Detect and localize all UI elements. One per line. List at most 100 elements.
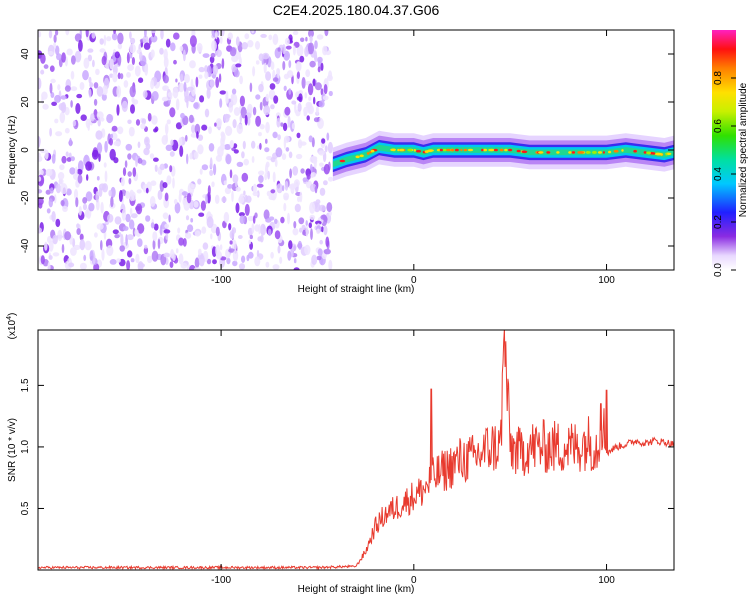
noise-speck	[308, 222, 312, 229]
noise-speck	[211, 40, 217, 52]
noise-speck	[72, 120, 77, 127]
signal-peak	[568, 151, 572, 154]
snr-series	[38, 330, 674, 570]
signal-peak	[366, 152, 370, 155]
noise-speck	[272, 77, 279, 82]
noise-speck	[313, 117, 320, 123]
noise-speck	[119, 245, 125, 252]
noise-speck	[38, 155, 43, 162]
noise-speck	[100, 240, 103, 251]
colorbar-ticks: 0.0 0.2 0.4 0.6 0.8	[713, 71, 736, 277]
noise-speck	[299, 227, 303, 233]
noise-speck	[268, 34, 273, 41]
noise-speck	[90, 113, 95, 122]
noise-speck	[96, 176, 100, 181]
noise-speck	[185, 215, 190, 221]
noise-speck	[162, 182, 168, 189]
noise-speck	[78, 206, 82, 216]
noise-speck	[169, 151, 175, 157]
noise-speck	[193, 201, 199, 208]
noise-speck	[99, 38, 104, 45]
noise-speck	[60, 95, 67, 100]
noise-speck	[166, 175, 172, 185]
noise-speck	[238, 212, 245, 217]
noise-speck	[38, 136, 41, 148]
noise-speck	[310, 156, 318, 161]
noise-speck	[96, 111, 104, 120]
noise-speck	[179, 145, 184, 157]
noise-speck	[209, 56, 215, 64]
noise-speck	[86, 174, 89, 181]
signal-peak	[359, 154, 364, 158]
noise-speck	[189, 35, 197, 47]
noise-speck	[267, 228, 272, 237]
noise-speck	[322, 45, 328, 56]
noise-speck	[119, 73, 124, 80]
noise-speck	[52, 234, 58, 245]
noise-speck	[195, 76, 199, 88]
noise-speck	[252, 66, 256, 77]
noise-speck	[259, 124, 265, 130]
noise-speck	[98, 183, 106, 191]
noise-speck	[294, 101, 297, 114]
noise-speck	[157, 189, 163, 201]
noise-speck	[328, 90, 333, 97]
noise-speck	[79, 262, 87, 270]
noise-speck	[194, 257, 200, 269]
noise-speck	[175, 78, 178, 83]
noise-speck	[38, 197, 44, 206]
signal-peak	[592, 151, 597, 154]
noise-speck	[201, 164, 209, 171]
noise-speck	[69, 167, 76, 175]
noise-speck	[49, 127, 52, 137]
noise-speck	[143, 246, 149, 255]
noise-speck	[323, 180, 328, 186]
noise-speck	[272, 33, 279, 46]
colorbar-tick-label: 0.0	[713, 263, 724, 277]
noise-speck	[238, 196, 245, 204]
noise-speck	[208, 143, 215, 152]
noise-speck	[299, 141, 307, 146]
noise-speck	[56, 53, 62, 61]
noise-speck	[205, 194, 209, 205]
colorbar-gradient	[712, 30, 736, 270]
noise-speck	[48, 198, 53, 208]
noise-speck	[300, 37, 305, 43]
noise-speck	[304, 92, 308, 99]
noise-speck	[265, 71, 272, 81]
noise-speck	[85, 161, 92, 171]
noise-speck	[226, 257, 231, 265]
noise-speck	[138, 263, 145, 268]
noise-speck	[328, 70, 333, 80]
noise-speck	[53, 34, 57, 43]
noise-speck	[162, 212, 169, 220]
noise-speck	[169, 165, 173, 173]
noise-speck	[319, 239, 324, 245]
noise-speck	[233, 143, 238, 149]
noise-speck	[259, 235, 264, 243]
noise-speck	[43, 64, 49, 69]
snr-xlabel: Height of straight line (km)	[298, 584, 415, 595]
noise-speck	[173, 59, 177, 65]
noise-speck	[150, 79, 155, 90]
noise-speck	[304, 244, 311, 256]
noise-speck	[198, 254, 205, 267]
noise-speck	[59, 164, 65, 171]
noise-speck	[252, 183, 257, 195]
noise-speck	[113, 30, 116, 34]
noise-speck	[57, 84, 61, 91]
noise-speck	[303, 106, 308, 115]
noise-speck	[93, 82, 99, 89]
noise-speck	[321, 138, 326, 144]
noise-speck	[277, 245, 281, 254]
noise-speck	[76, 223, 80, 229]
noise-speck	[125, 143, 133, 151]
noise-speck	[143, 42, 151, 50]
noise-speck	[315, 199, 321, 205]
noise-speck	[228, 101, 234, 113]
noise-speck	[112, 72, 118, 83]
noise-speck	[276, 117, 281, 128]
noise-speck	[40, 69, 45, 75]
noise-speck	[273, 95, 279, 104]
noise-speck	[161, 96, 169, 102]
